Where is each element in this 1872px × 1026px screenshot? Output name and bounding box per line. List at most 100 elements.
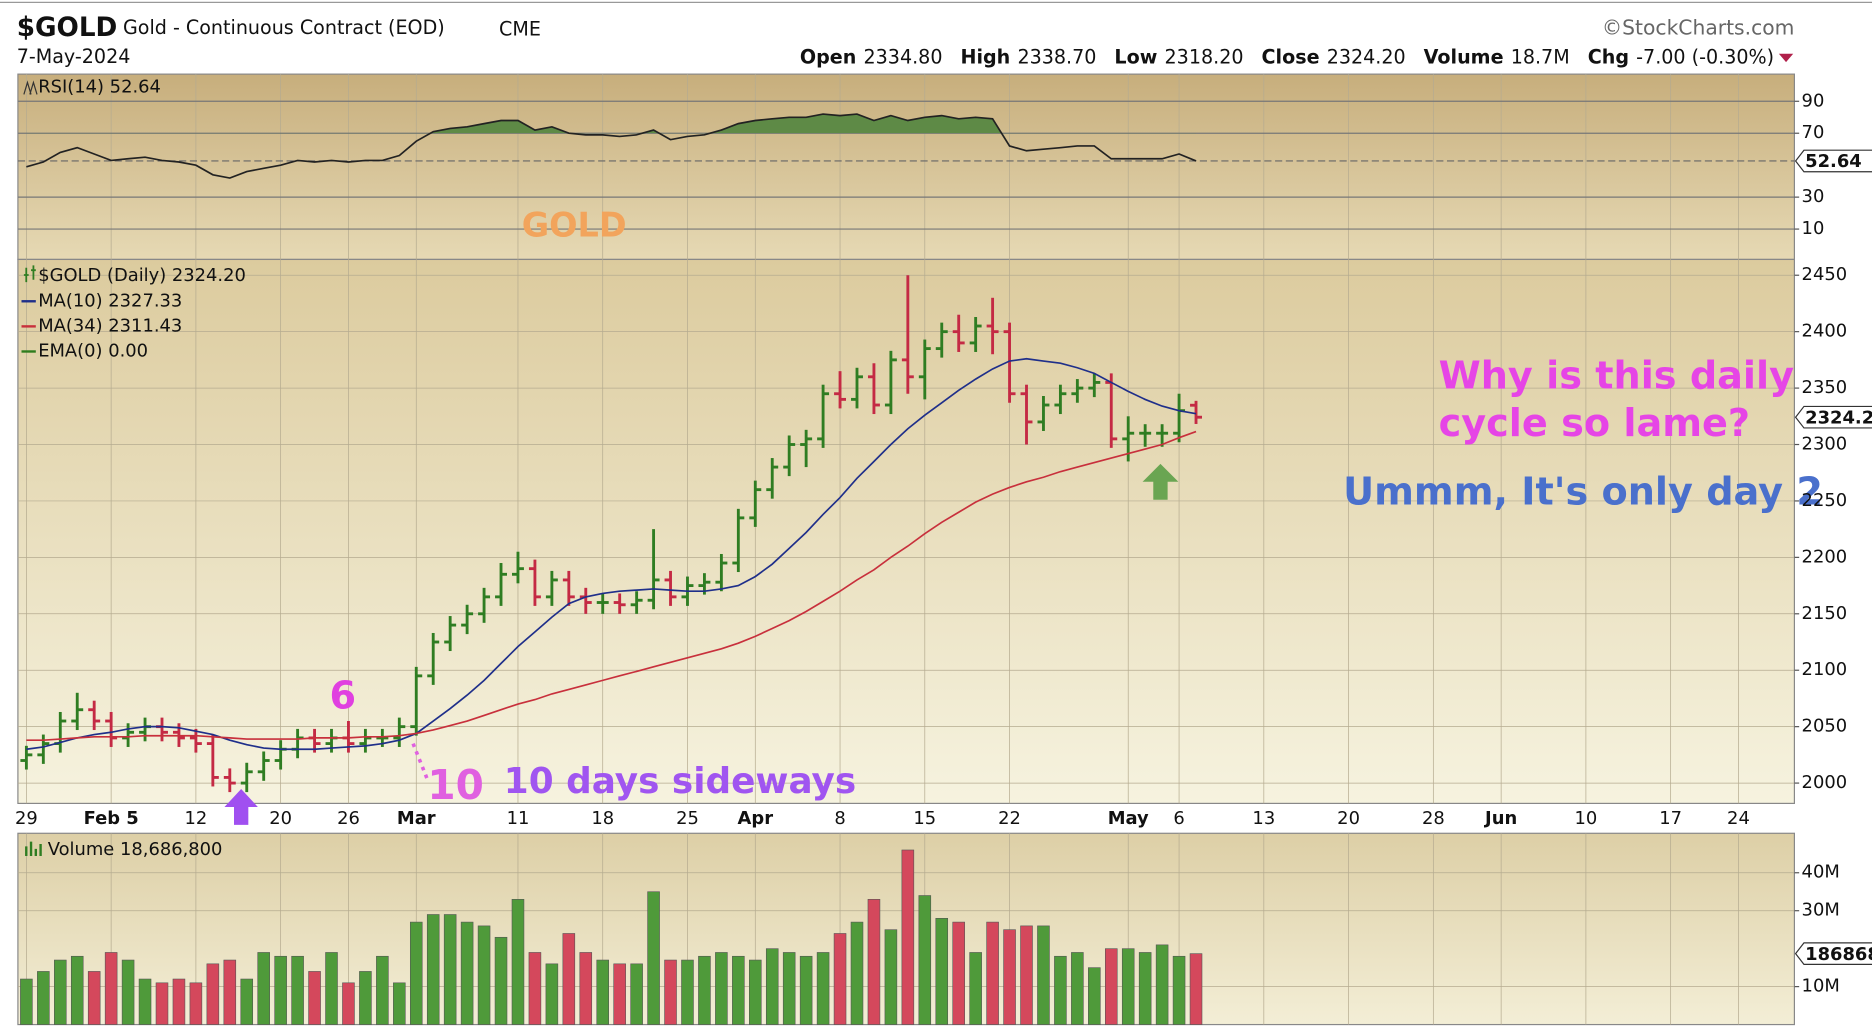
volume-bar	[765, 948, 779, 1025]
ohlc-bar	[122, 723, 135, 747]
volume-bar	[325, 952, 338, 1025]
symbol: $GOLD	[17, 13, 118, 43]
ohlc-bar	[1088, 373, 1101, 398]
ohlc-bar	[596, 593, 609, 614]
legend-icon	[25, 841, 42, 856]
x-tick-label: 17	[1659, 808, 1682, 829]
y-tick-label: 2000	[1802, 772, 1848, 793]
ohlc-bar	[105, 711, 118, 747]
volume-bar	[376, 955, 389, 1025]
volume-bar	[799, 955, 813, 1025]
quote-value: 2318.20	[1165, 45, 1244, 68]
volume-bar	[884, 929, 898, 1025]
volume-bar	[1054, 955, 1067, 1025]
volume-legend-title: Volume 18,686,800	[48, 839, 223, 860]
x-tick-label: May	[1108, 808, 1149, 829]
volume-bar	[240, 978, 254, 1025]
volume-bar	[172, 978, 186, 1025]
ohlc-bar	[410, 666, 423, 736]
ohlc-bar	[952, 314, 965, 352]
volume-bar	[850, 921, 864, 1025]
price-panel	[17, 258, 1795, 804]
ohlc-bar	[359, 728, 372, 753]
annotation: 10 days sideways	[504, 761, 856, 802]
date: 7-May-2024	[17, 45, 131, 68]
y-tick-label: 2200	[1802, 546, 1848, 567]
volume-bar	[816, 952, 830, 1025]
ohlc-bar	[257, 751, 270, 781]
ohlc-bar	[1139, 424, 1152, 447]
volume-bar	[342, 982, 355, 1025]
quote-row: Open 2334.80 High 2338.70 Low 2318.20 Close…	[800, 45, 1774, 68]
ohlc-bar	[867, 363, 880, 415]
legend-icon	[23, 265, 36, 283]
ohlc-bar	[664, 570, 677, 606]
ohlc-bar	[1071, 379, 1084, 403]
volume-bar	[54, 959, 67, 1025]
y-tick-label: 2150	[1802, 603, 1848, 624]
x-tick-label: 25	[676, 808, 699, 829]
volume-bar	[681, 959, 694, 1025]
legend-label: MA(10) 2327.33	[38, 290, 182, 311]
quote-value: -7.00 (-0.30%)	[1636, 45, 1774, 68]
ohlc-bar	[918, 339, 931, 400]
quote-label: High	[960, 45, 1010, 68]
volume-bar	[901, 849, 915, 1025]
ohlc-bar	[495, 563, 507, 606]
y-tick-label: 90	[1802, 90, 1825, 111]
x-tick-label: 11	[507, 808, 530, 829]
y-tick-label: 2400	[1802, 321, 1848, 342]
x-tick-label: 24	[1727, 808, 1750, 829]
ohlc-bar	[1054, 384, 1067, 415]
last-value-label: 2324.2	[1805, 407, 1872, 428]
volume-bar	[664, 959, 677, 1025]
ohlc-bar	[647, 529, 660, 610]
quote-label: Low	[1114, 45, 1157, 68]
volume-bar	[613, 963, 626, 1025]
volume-bar	[545, 963, 559, 1025]
x-tick-label: 15	[913, 808, 936, 829]
watermark: GOLD	[522, 206, 627, 245]
ohlc-bar	[478, 587, 491, 623]
volume-bar	[579, 952, 593, 1025]
volume-bar	[969, 952, 982, 1025]
annotation: 10	[427, 761, 483, 809]
ohlc-bar	[1003, 322, 1016, 403]
ohlc-bar	[969, 316, 982, 352]
last-value-tag	[1794, 405, 1872, 429]
volume-bar	[494, 936, 508, 1025]
ohlc-bar	[206, 734, 219, 787]
y-tick-label: 2450	[1802, 264, 1848, 285]
volume-bar	[715, 952, 728, 1025]
annotation: cycle so lame?	[1439, 402, 1750, 446]
x-tick-label: 22	[998, 808, 1021, 829]
annotation: 6	[330, 675, 357, 719]
volume-bar	[155, 982, 169, 1025]
x-tick-label: Jun	[1484, 808, 1517, 829]
annotation: Why is this daily	[1439, 354, 1794, 398]
volume-bar	[698, 955, 711, 1025]
y-tick-label: 30	[1802, 186, 1825, 207]
volume-bar	[443, 914, 457, 1025]
y-tick-label: 2050	[1802, 716, 1848, 737]
volume-bar	[749, 959, 762, 1025]
ohlc-bar	[884, 350, 897, 415]
volume-bar	[1071, 952, 1084, 1025]
annotation-connector	[411, 742, 430, 781]
ohlc-bar	[613, 593, 626, 614]
annotation: Ummm, It's only day 2	[1343, 470, 1823, 514]
ohlc-bar	[800, 429, 813, 468]
instrument-name: Gold - Continuous Contract (EOD)	[123, 16, 445, 39]
volume-bar	[138, 978, 152, 1025]
x-tick-label: 10	[1575, 808, 1598, 829]
volume-bar	[189, 982, 203, 1025]
ohlc-bar	[1037, 395, 1050, 431]
ohlc-bar	[766, 458, 779, 499]
price-legend-title: $GOLD (Daily) 2324.20	[38, 265, 246, 286]
volume-bar	[732, 955, 745, 1025]
x-tick-label: 13	[1252, 808, 1275, 829]
volume-bar	[630, 963, 643, 1025]
low-arrow	[1142, 463, 1179, 500]
volume-bar	[477, 925, 491, 1025]
